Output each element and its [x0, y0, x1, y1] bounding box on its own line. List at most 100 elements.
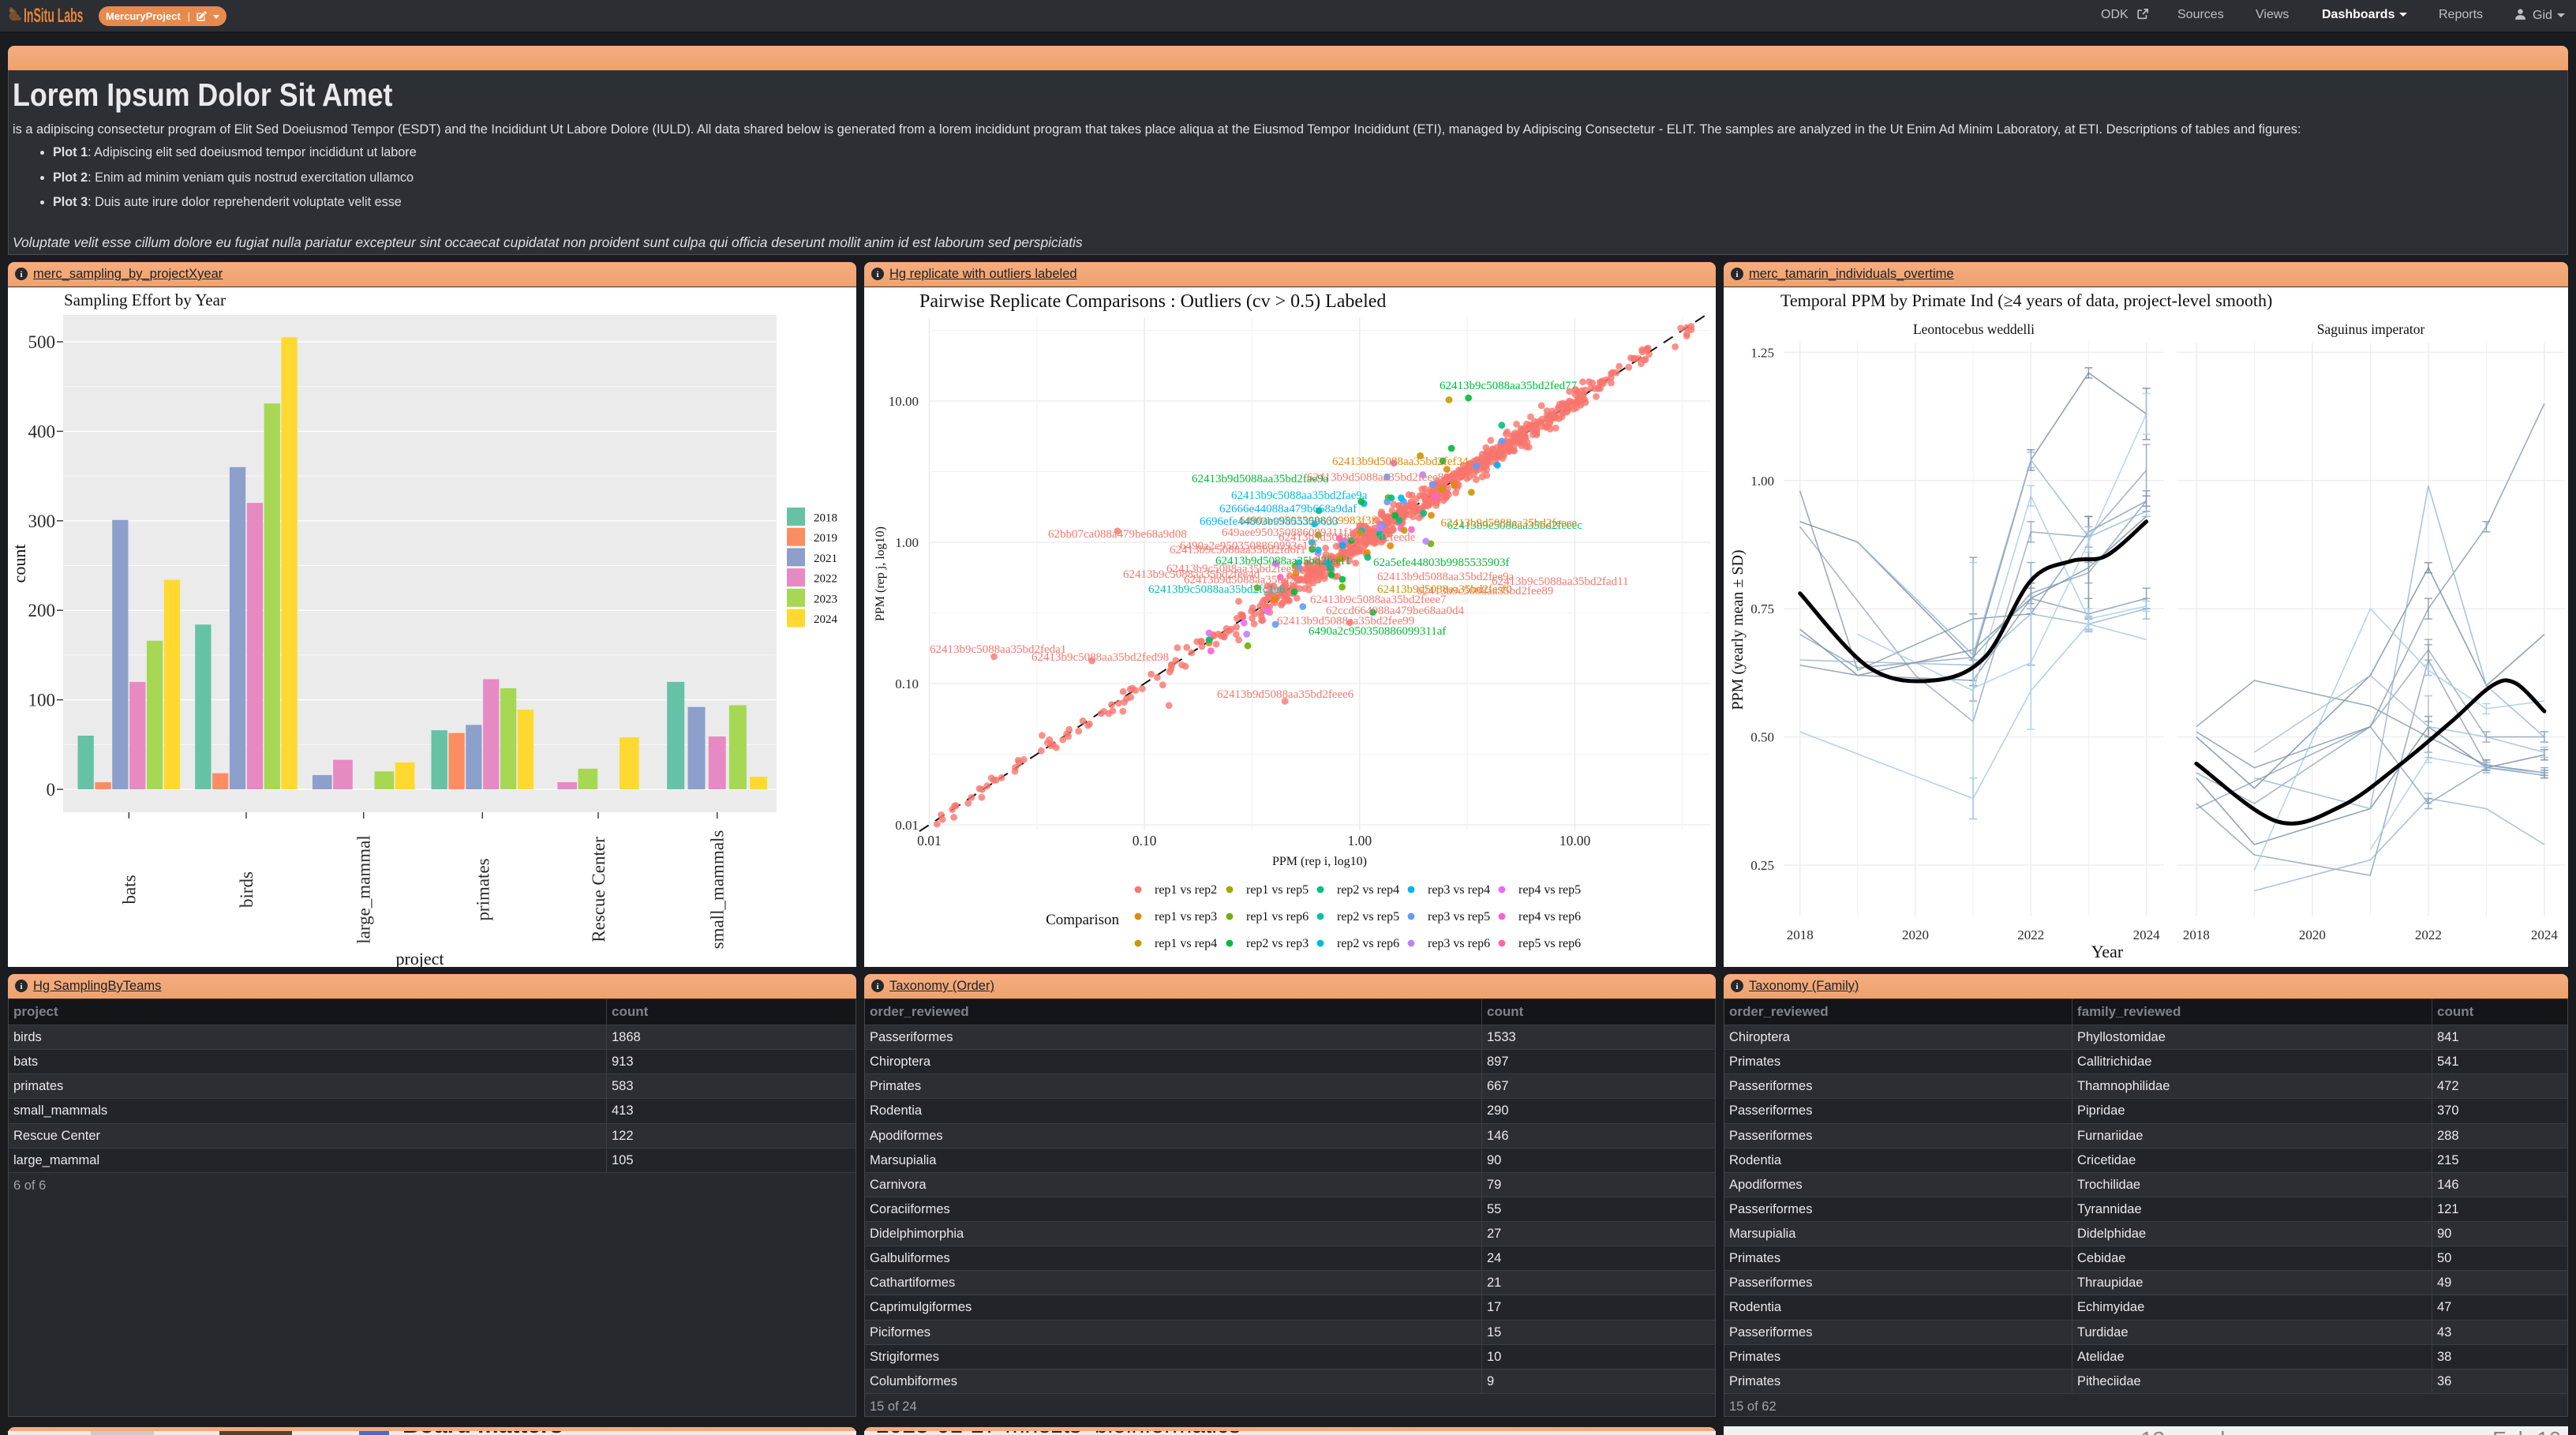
svg-text:62413b9d5088aa35bd2feee6: 62413b9d5088aa35bd2feee6 [1217, 688, 1354, 701]
svg-text:2024: 2024 [2133, 927, 2161, 942]
svg-text:i: i [876, 270, 878, 279]
svg-text:62413b9d5088aa35bd2feeee: 62413b9d5088aa35bd2feeee [1441, 517, 1578, 530]
svg-text:200: 200 [28, 601, 56, 620]
svg-text:rep3 vs rep6: rep3 vs rep6 [1428, 937, 1490, 950]
svg-text:count: count [9, 545, 29, 583]
svg-text:Saguinus imperator: Saguinus imperator [2317, 321, 2425, 337]
svg-text:62413b9d5088aa35bd2feee8: 62413b9d5088aa35bd2feee8 [1307, 471, 1443, 484]
svg-text:i: i [876, 982, 878, 991]
svg-text:62bb07ca088a479be68a9d08: 62bb07ca088a479be68a9d08 [1048, 528, 1187, 541]
svg-text:100: 100 [28, 691, 56, 710]
svg-text:62413b9c5088aa35bd2fc1e6: 62413b9c5088aa35bd2fc1e6 [1148, 583, 1286, 596]
svg-text:bats: bats [119, 875, 139, 904]
svg-text:6490a2c9503508860993e1af: 6490a2c9503508860993e1af [1180, 540, 1317, 553]
svg-text:62413b9e5088aa35bd2feeec: 62413b9e5088aa35bd2feeec [1447, 519, 1582, 532]
svg-text:0.25: 0.25 [1750, 858, 1774, 873]
svg-text:62413b9c5088aa35bd2feda1: 62413b9c5088aa35bd2feda1 [930, 643, 1066, 656]
svg-text:PPM (rep j, log10): PPM (rep j, log10) [874, 526, 887, 621]
svg-text:1.00: 1.00 [1347, 833, 1372, 849]
svg-text:2018: 2018 [814, 512, 837, 525]
svg-text:2020: 2020 [1902, 927, 1929, 942]
svg-text:Leontocebus weddelli: Leontocebus weddelli [1913, 321, 2035, 337]
svg-text:62413b9d5088aa35bd2fae9a: 62413b9d5088aa35bd2fae9a [1192, 473, 1329, 485]
svg-text:6696efe44803b99855359633: 6696efe44803b99855359633 [1200, 515, 1339, 528]
svg-text:6490aec95035088609983f3f: 6490aec95035088609983f3f [1239, 515, 1375, 527]
svg-text:Year: Year [2091, 942, 2124, 961]
svg-text:large_mammal: large_mammal [354, 835, 374, 944]
svg-text:2024: 2024 [814, 613, 838, 626]
svg-text:649aee950350886099311f15: 649aee950350886099311f15 [1222, 526, 1359, 539]
svg-text:small_mammals: small_mammals [708, 830, 728, 950]
svg-text:6490a2c950350886099311af: 6490a2c950350886099311af [1309, 625, 1446, 638]
svg-text:birds: birds [237, 871, 256, 908]
svg-text:Comparison: Comparison [1046, 912, 1119, 928]
svg-text:2023: 2023 [814, 593, 837, 605]
svg-text:1.00: 1.00 [895, 535, 919, 550]
svg-text:62413b9c5088aa35bd2fae9a: 62413b9c5088aa35bd2fae9a [1231, 489, 1368, 502]
svg-text:0.01: 0.01 [895, 818, 919, 833]
svg-text:0: 0 [47, 780, 56, 800]
svg-text:62413b9c5088aa35bd2fee49: 62413b9c5088aa35bd2fee49 [1166, 563, 1303, 575]
svg-text:rep2 vs rep6: rep2 vs rep6 [1337, 937, 1399, 950]
svg-text:i: i [20, 982, 22, 991]
svg-text:62413b9c5088aa35bd2fee4d: 62413b9c5088aa35bd2fee4d [1123, 568, 1260, 581]
svg-text:rep1 vs rep5: rep1 vs rep5 [1246, 883, 1309, 897]
svg-text:2020: 2020 [2299, 927, 2326, 942]
svg-text:400: 400 [28, 422, 56, 441]
svg-text:1.00: 1.00 [1750, 474, 1774, 489]
svg-text:62413b9c5088aa35bd2fad11: 62413b9c5088aa35bd2fad11 [1492, 575, 1629, 588]
svg-text:i: i [1735, 270, 1738, 279]
svg-text:rep2 vs rep4: rep2 vs rep4 [1337, 883, 1399, 897]
svg-text:1.25: 1.25 [1750, 345, 1774, 360]
svg-text:0.50: 0.50 [1750, 730, 1774, 745]
svg-text:62413b9d5088aa35bd2fee99: 62413b9d5088aa35bd2fee99 [1184, 574, 1321, 586]
svg-text:62413b9c5088aa35bd2feee7: 62413b9c5088aa35bd2feee7 [1310, 594, 1447, 606]
svg-text:2024: 2024 [2531, 927, 2559, 942]
svg-text:Sampling Effort by Year: Sampling Effort by Year [64, 290, 226, 309]
svg-text:300: 300 [28, 511, 56, 531]
svg-text:2022: 2022 [814, 573, 837, 586]
svg-text:Pairwise Replicate Comparisons: Pairwise Replicate Comparisons : Outlier… [919, 291, 1386, 312]
svg-text:62413b9d5088aa35bd2fee9a: 62413b9d5088aa35bd2fee9a [1377, 571, 1515, 583]
svg-text:i: i [20, 270, 22, 279]
svg-text:62413b9c5088aa35bd2fee89: 62413b9c5088aa35bd2fee89 [1417, 585, 1553, 598]
svg-text:62413b9d5088aa35bd2feede: 62413b9d5088aa35bd2feede [1279, 531, 1416, 544]
svg-text:rep2 vs rep5: rep2 vs rep5 [1337, 910, 1399, 924]
svg-text:62413b9d5088aa35bd2feef1: 62413b9d5088aa35bd2feef1 [1215, 555, 1351, 568]
svg-text:2019: 2019 [814, 532, 837, 545]
svg-text:project: project [395, 949, 444, 967]
svg-text:2018: 2018 [1787, 927, 1814, 942]
svg-text:rep3 vs rep4: rep3 vs rep4 [1428, 883, 1490, 897]
svg-text:i: i [1735, 982, 1738, 991]
svg-text:PPM (yearly mean ± SD): PPM (yearly mean ± SD) [1729, 549, 1747, 710]
svg-text:62a5efe44803b9985535903f: 62a5efe44803b9985535903f [1373, 556, 1509, 569]
svg-text:2022: 2022 [2415, 927, 2442, 942]
svg-text:62413b9d5088aa35bd2fee99: 62413b9d5088aa35bd2fee99 [1277, 615, 1414, 628]
svg-text:0.10: 0.10 [1133, 833, 1157, 849]
svg-text:rep1 vs rep2: rep1 vs rep2 [1155, 883, 1217, 897]
svg-text:0.01: 0.01 [917, 833, 942, 849]
svg-text:62413b9d5088aa35bd2fef34: 62413b9d5088aa35bd2fef34 [1332, 455, 1469, 468]
svg-text:PPM (rep i, log10): PPM (rep i, log10) [1272, 855, 1367, 868]
svg-text:62413b9c5088aa35bd2fed98: 62413b9c5088aa35bd2fed98 [1032, 651, 1169, 664]
svg-text:62413b9d5088aa35bd2fesf0: 62413b9d5088aa35bd2fesf0 [1377, 583, 1512, 596]
svg-text:62ccd664088a479be68aa0d4: 62ccd664088a479be68aa0d4 [1326, 605, 1464, 617]
svg-text:62413b9c5088aa35bd2fed77: 62413b9c5088aa35bd2fed77 [1440, 380, 1578, 392]
svg-text:rep2 vs rep3: rep2 vs rep3 [1246, 937, 1309, 950]
svg-text:rep1 vs rep4: rep1 vs rep4 [1155, 937, 1217, 950]
svg-text:rep3 vs rep5: rep3 vs rep5 [1428, 910, 1490, 924]
svg-text:500: 500 [28, 332, 56, 352]
svg-text:0.10: 0.10 [895, 676, 919, 691]
svg-text:rep1 vs rep6: rep1 vs rep6 [1246, 910, 1309, 924]
svg-text:primates: primates [473, 858, 492, 920]
svg-text:10.00: 10.00 [889, 394, 919, 409]
svg-text:2022: 2022 [2017, 927, 2044, 942]
svg-text:Temporal PPM by Primate Ind (≥: Temporal PPM by Primate Ind (≥4 years of… [1780, 290, 2272, 310]
svg-text:0.75: 0.75 [1750, 601, 1774, 616]
svg-text:rep1 vs rep3: rep1 vs rep3 [1155, 910, 1217, 924]
svg-text:62666e44088a479b668a9daf: 62666e44088a479b668a9daf [1219, 503, 1357, 515]
svg-text:rep5 vs rep6: rep5 vs rep6 [1518, 937, 1581, 950]
svg-text:2021: 2021 [814, 553, 837, 565]
svg-text:10.00: 10.00 [1559, 833, 1591, 849]
svg-text:rep4 vs rep6: rep4 vs rep6 [1518, 910, 1581, 924]
